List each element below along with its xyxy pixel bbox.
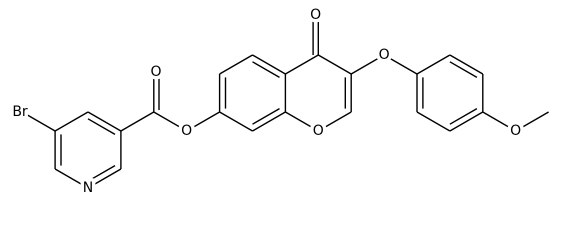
atom-labels: Br O O O O O N O bbox=[9, 4, 525, 199]
atom-label: O bbox=[379, 47, 390, 63]
atom-label: O bbox=[150, 64, 161, 80]
atom-label: Br bbox=[12, 104, 28, 120]
molecule-diagram: Br O O O O O N O bbox=[9, 4, 549, 199]
page: Br O O O O O N O (() => { const data = J… bbox=[9, 4, 549, 199]
atom-label: O bbox=[310, 7, 321, 23]
atom-label: N bbox=[83, 180, 93, 196]
atom-label: O bbox=[181, 123, 192, 139]
atom-label: O bbox=[510, 123, 521, 139]
bonds bbox=[21, 17, 549, 189]
atom-label: O bbox=[313, 123, 324, 139]
